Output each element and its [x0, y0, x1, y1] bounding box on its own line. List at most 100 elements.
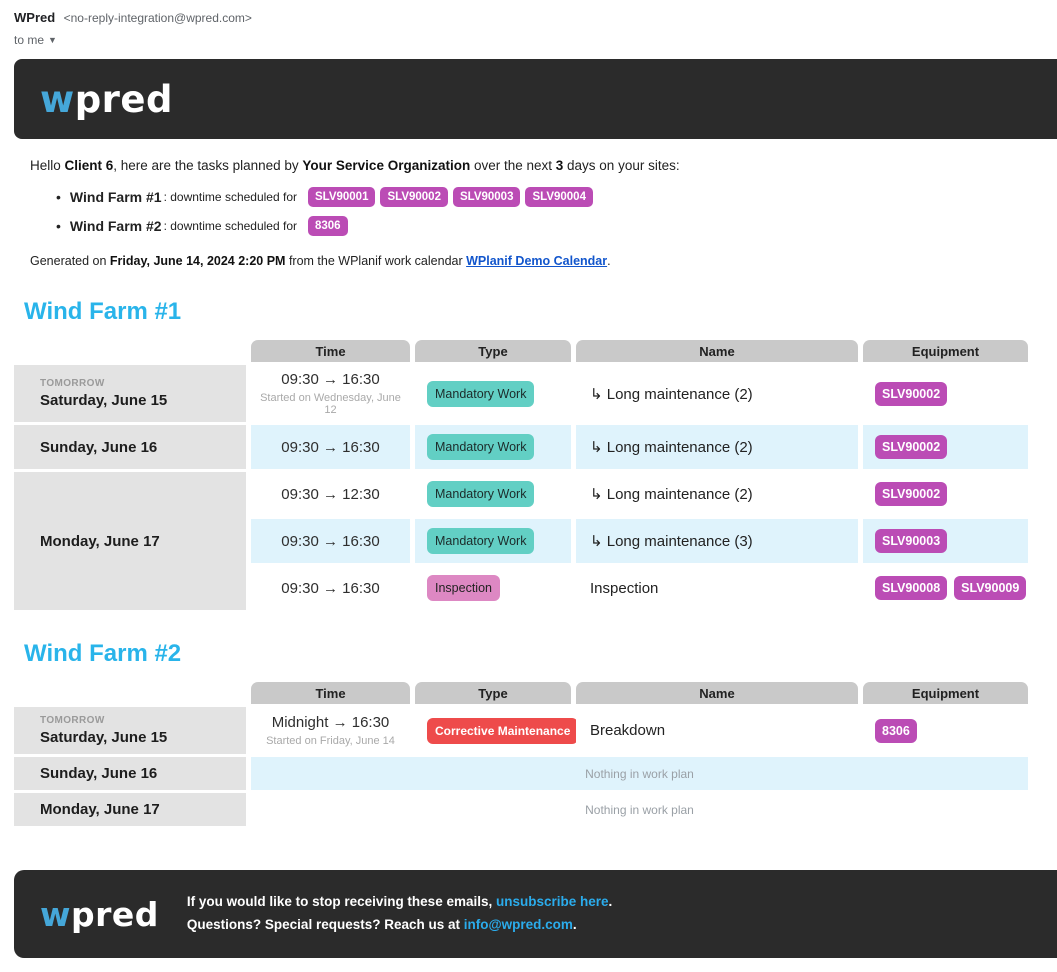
table-corner — [14, 340, 246, 362]
greeting: Hello Client 6, here are the tasks plann… — [30, 158, 1057, 173]
time-cell: 09:30 → 12:30 — [251, 472, 410, 516]
sender-row: WPred <no-reply-integration@wpred.com> — [14, 9, 1043, 27]
section-title: Wind Farm #2 — [24, 640, 182, 667]
email-body: wpred Hello Client 6, here are the tasks… — [14, 59, 1057, 972]
client-name: Client 6 — [64, 158, 114, 173]
column-header: Time — [251, 682, 410, 704]
site-downtime-label: : downtime scheduled for — [163, 219, 297, 233]
equipment-cell: SLV90008 SLV90009 — [863, 566, 1028, 610]
equipment-badge: 8306 — [307, 216, 348, 236]
wpred-footer-logo: wpred — [40, 898, 159, 931]
unsubscribe-line: If you would like to stop receiving thes… — [187, 891, 612, 914]
sender-name: WPred — [14, 10, 56, 25]
table-corner — [14, 682, 246, 704]
day-date: Monday, June 17 — [40, 532, 160, 550]
column-header: Time — [251, 340, 410, 362]
type-cell: Mandatory Work — [415, 425, 571, 469]
equipment-badge: SLV90003 — [452, 187, 521, 207]
unsubscribe-prefix: If you would like to stop receiving thes… — [186, 894, 496, 910]
logo-w: w — [40, 77, 75, 121]
equipment-badge: SLV90009 — [954, 576, 1027, 600]
equipment-badge: 8306 — [875, 718, 917, 743]
generated-date: Friday, June 14, 2024 2:20 PM — [109, 254, 286, 268]
equipment-badge: SLV90002 — [875, 482, 948, 506]
type-badge: Mandatory Work — [427, 434, 535, 460]
column-header: Equipment — [863, 682, 1028, 704]
days-count: 3 — [555, 158, 564, 173]
day-cell: TOMORROW Saturday, June 15 — [14, 707, 246, 754]
contact-prefix: Questions? Special requests? Reach us at — [186, 917, 464, 932]
greeting-prefix: Hello — [30, 158, 65, 173]
chevron-down-icon[interactable]: ▼ — [48, 35, 57, 45]
schedule-table: Time Type Name Equipment TOMORROW Saturday, J… — [14, 340, 1028, 610]
equipment-badge: SLV90001 — [307, 187, 376, 207]
day-date: Saturday, June 15 — [40, 729, 168, 746]
contact-email-link[interactable]: info@wpred.com — [463, 917, 573, 932]
equipment-cell: 8306 — [863, 707, 1028, 754]
task-name-cell: ↳ Long maintenance (2) — [576, 472, 858, 516]
time-cell: 09:30 → 16:30 Started on Wednesday, June … — [251, 365, 410, 422]
recipient-label: to me — [14, 33, 45, 47]
generated-mid: from the WPlanif work calendar — [285, 254, 467, 268]
time-range: 09:30 → 16:30 — [281, 579, 380, 597]
equipment-badge: SLV90002 — [380, 187, 448, 207]
time-cell: 09:30 → 16:30 — [251, 425, 410, 469]
site-name: Wind Farm #2 — [69, 218, 162, 234]
task-name-cell: ↳ Long maintenance (2) — [576, 365, 858, 422]
day-date: Monday, June 17 — [40, 801, 160, 818]
contact-line: Questions? Special requests? Reach us at… — [187, 914, 612, 937]
type-badge: Mandatory Work — [427, 380, 535, 407]
wpred-logo: wpred — [40, 81, 173, 118]
type-cell: Corrective Maintenance — [415, 707, 579, 754]
section-title: Wind Farm #1 — [24, 298, 182, 325]
equipment-cell: SLV90002 — [863, 472, 1028, 516]
equipment-badge: SLV90003 — [875, 529, 948, 553]
time-started-note: Started on Wednesday, June 12 — [260, 392, 401, 416]
contact-suffix: . — [572, 917, 577, 932]
footer: wpred If you would like to stop receivin… — [14, 870, 1057, 958]
generated-suffix: . — [607, 254, 611, 268]
type-cell: Mandatory Work — [415, 519, 571, 563]
type-badge: Mandatory Work — [427, 528, 535, 554]
site-list-item: Wind Farm #1: downtime scheduled for SLV9… — [56, 187, 1057, 207]
equipment-cell: SLV90002 — [863, 425, 1028, 469]
equipment-cell: SLV90003 — [863, 519, 1028, 563]
day-date: Saturday, June 15 — [40, 392, 168, 409]
calendar-link[interactable]: WPlanif Demo Calendar — [466, 254, 608, 268]
empty-work-plan-row: Nothing in work plan — [251, 793, 1028, 826]
generated-prefix: Generated on — [30, 254, 110, 268]
time-started-note: Started on Friday, June 14 — [266, 735, 395, 747]
equipment-badge: SLV90004 — [525, 187, 593, 207]
footer-logo-w: w — [40, 894, 71, 934]
time-cell: 09:30 → 16:30 — [251, 519, 410, 563]
site-downtime-label: : downtime scheduled for — [163, 190, 297, 204]
equipment-badge: SLV90002 — [875, 435, 948, 459]
column-header: Name — [576, 682, 858, 704]
greeting-suffix: days on your sites: — [563, 158, 680, 173]
time-cell: 09:30 → 16:30 — [251, 566, 410, 610]
sites-list: Wind Farm #1: downtime scheduled for SLV9… — [14, 187, 1057, 236]
type-cell: Mandatory Work — [415, 472, 571, 516]
time-cell: Midnight → 16:30 Started on Friday, June … — [251, 707, 410, 754]
generated-line: Generated on Friday, June 14, 2024 2:20 … — [30, 254, 1057, 268]
time-range: 09:30 → 16:30 — [281, 532, 380, 550]
day-cell: Monday, June 17 — [14, 793, 246, 826]
task-name-cell: ↳ Long maintenance (3) — [576, 519, 858, 563]
day-cell: Monday, June 17 — [14, 472, 246, 610]
day-date: Sunday, June 16 — [40, 765, 158, 782]
logo-pred: pred — [74, 77, 173, 121]
site-sections: Wind Farm #1 Time Type Name Equipment TOMORRO… — [14, 298, 1057, 826]
unsubscribe-link[interactable]: unsubscribe here — [495, 894, 609, 910]
column-header: Type — [415, 682, 571, 704]
type-badge: Inspection — [427, 575, 500, 601]
email-meta: WPred <no-reply-integration@wpred.com> t… — [0, 0, 1057, 59]
schedule-table: Time Type Name Equipment TOMORROW Saturday, J… — [14, 682, 1028, 826]
greeting-mid1: , here are the tasks planned by — [113, 158, 303, 173]
recipient-row[interactable]: to me ▼ — [14, 33, 57, 47]
site-name: Wind Farm #1 — [69, 189, 162, 205]
type-badge: Mandatory Work — [427, 481, 535, 507]
equipment-badge: SLV90002 — [875, 381, 948, 406]
site-list-item: Wind Farm #2: downtime scheduled for 8306 — [56, 216, 1057, 236]
equipment-badge: SLV90008 — [875, 576, 948, 600]
